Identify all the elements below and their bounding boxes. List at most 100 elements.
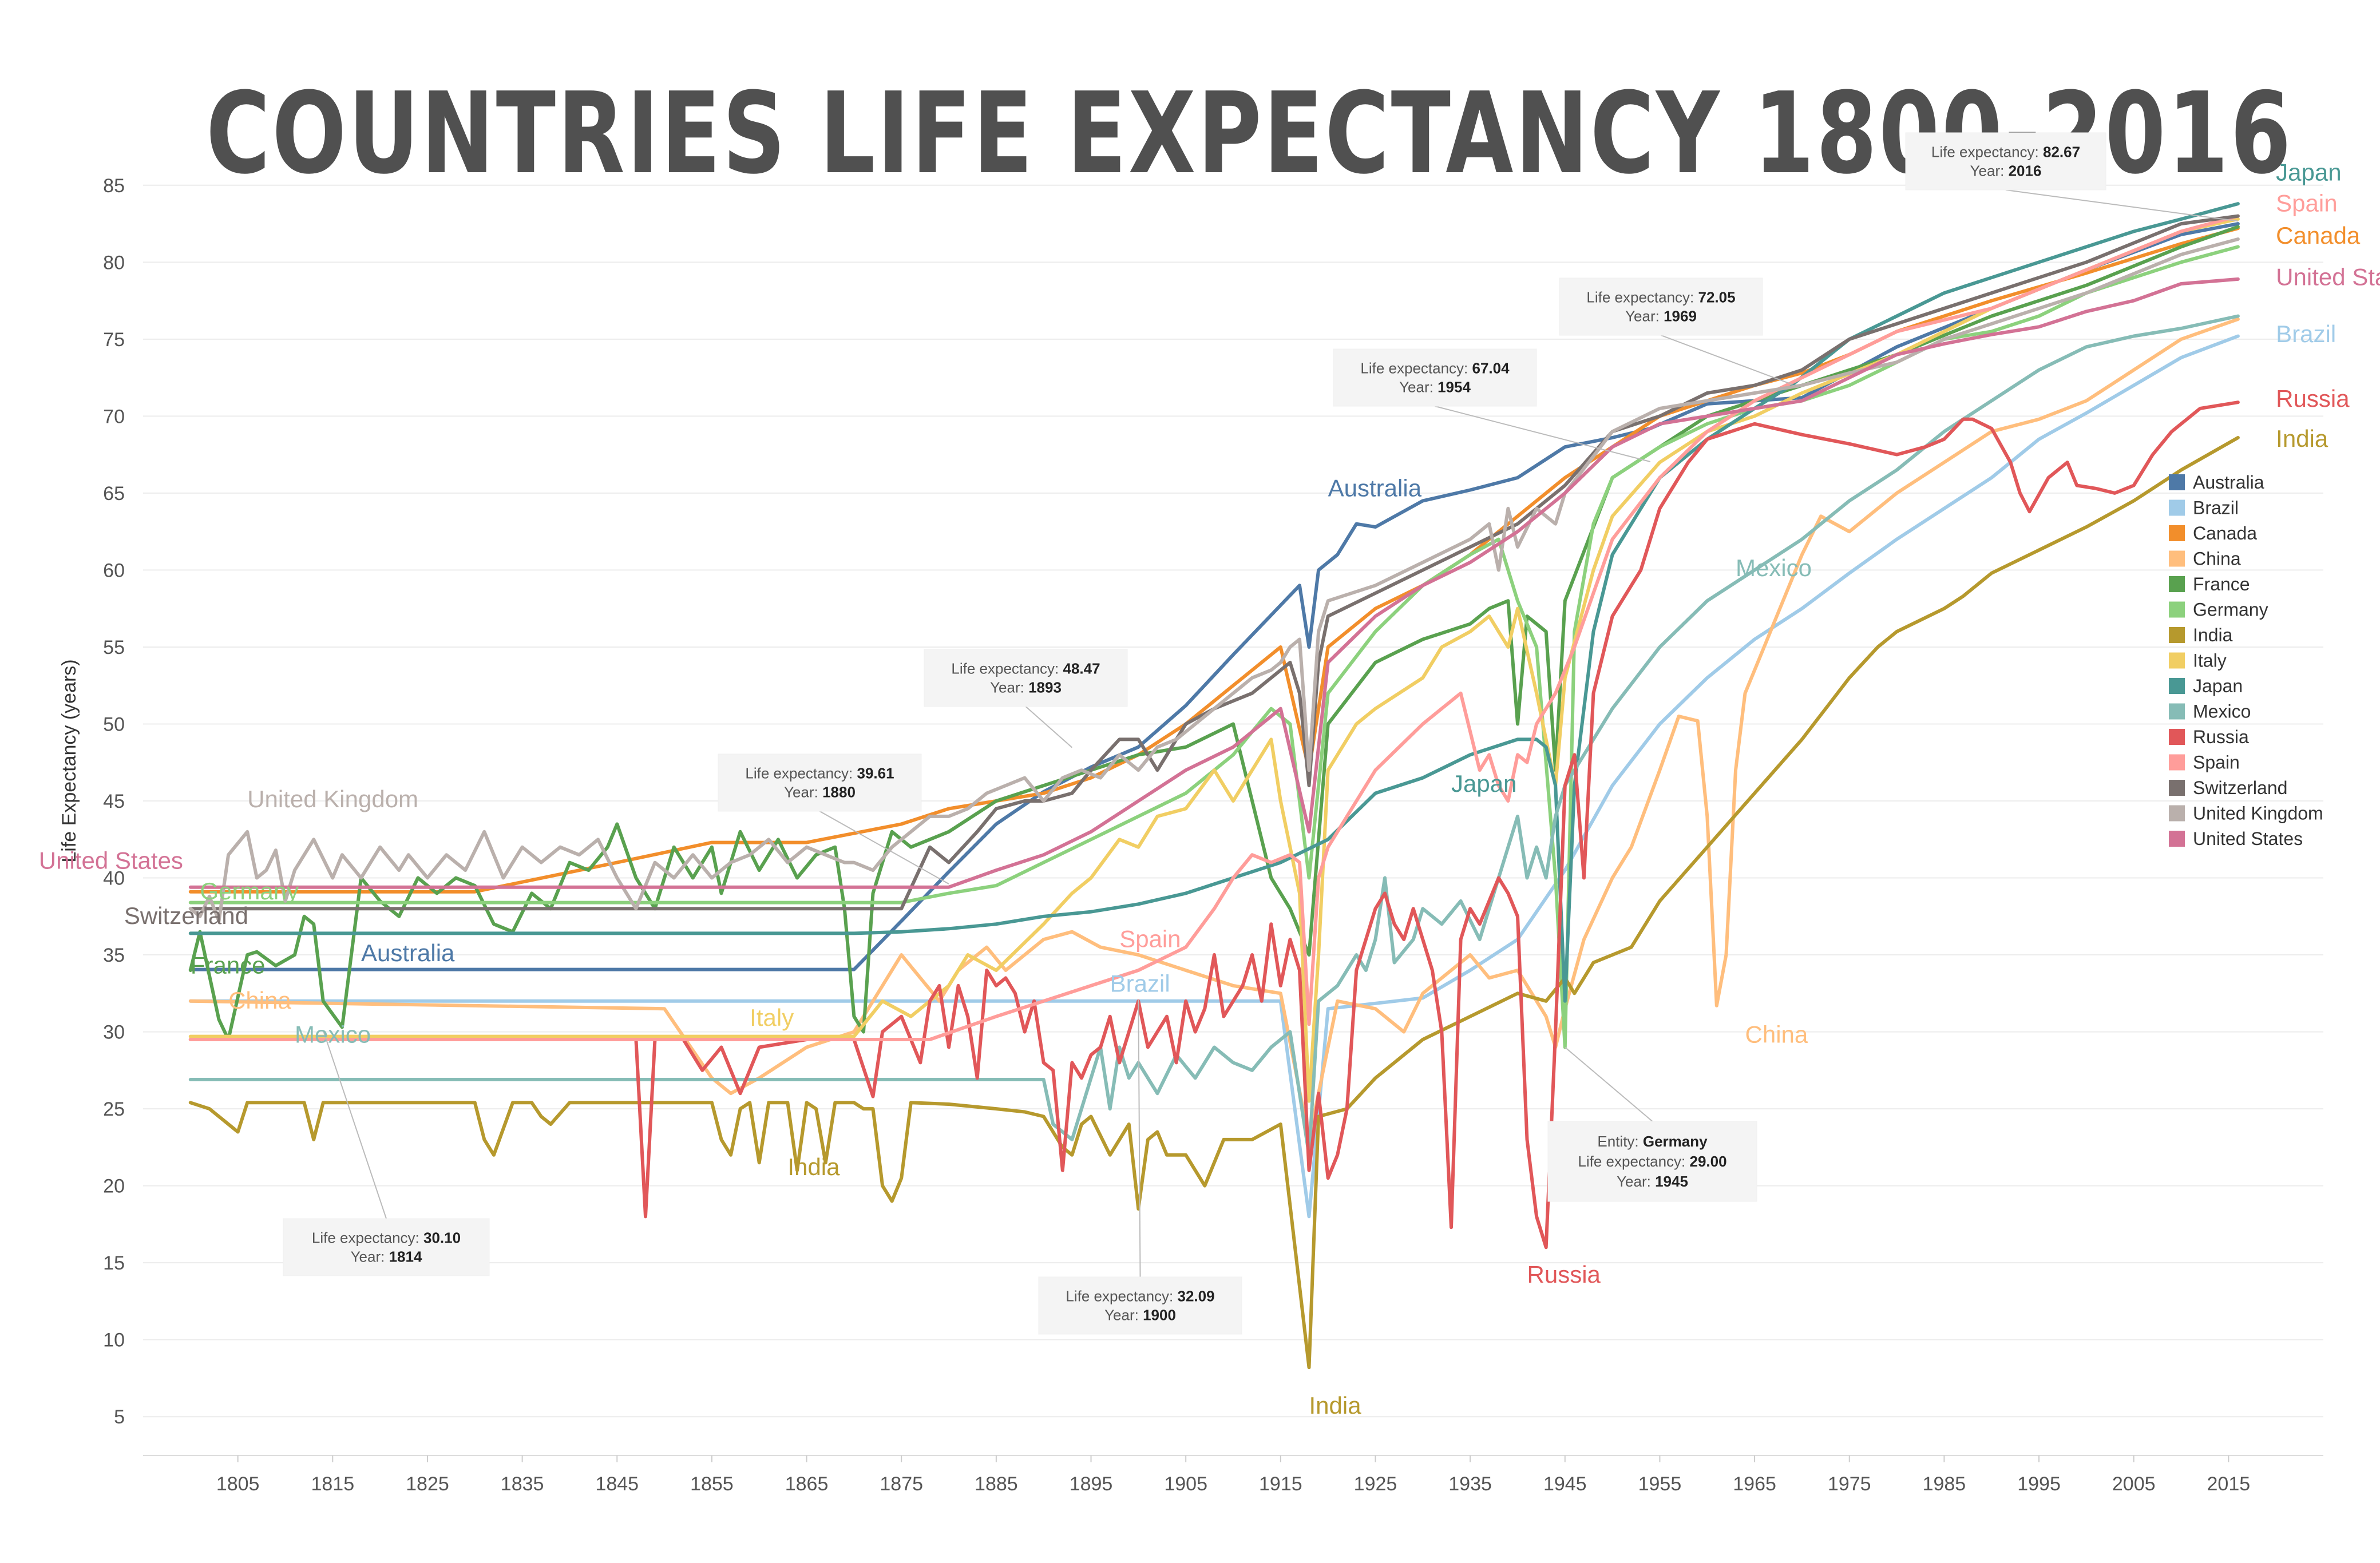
series-line-canada [188, 227, 2240, 894]
series-label-france: France [191, 951, 266, 978]
series-line-spain [188, 214, 2240, 1041]
annotation-box [1038, 1276, 1242, 1335]
annotation-line: Year: 1900 [1104, 1307, 1176, 1324]
annotation-key: Year: [990, 679, 1028, 696]
axes: 5 10 15 20 25 30 35 40 45 50 55 60 65 70 75 80 85 1805 181… [103, 175, 2323, 1495]
series-line-india [188, 436, 2240, 1370]
series-line-united-states [188, 277, 2240, 889]
legend-label-italy: Italy [2193, 650, 2227, 671]
annotation-box [1905, 132, 2106, 191]
x-tick-label: 1835 [501, 1473, 544, 1495]
annotation-key: Life expectancy: [1578, 1153, 1689, 1170]
annotation-line: Life expectancy: 67.04 [1360, 359, 1510, 376]
annotation-key: Year: [784, 784, 822, 801]
annotation-value: 48.47 [1063, 660, 1100, 677]
annotation-key: Year: [1617, 1173, 1655, 1190]
y-tick-label: 10 [103, 1330, 125, 1351]
annotation-box [1547, 1121, 1757, 1202]
series-line-switzerland [188, 214, 2240, 911]
annotation-key: Life expectancy: [1931, 143, 2043, 160]
y-tick-label: 25 [103, 1098, 125, 1120]
legend-swatch-france [2169, 576, 2185, 592]
series-line-russia [188, 400, 2240, 1249]
x-tick-label: 1815 [311, 1473, 354, 1495]
x-tick-label: 1965 [1733, 1473, 1776, 1495]
annotation-value: 1900 [1143, 1307, 1176, 1324]
legend-swatch-united-kingdom [2169, 805, 2185, 822]
series-label-italy: Italy [750, 1004, 794, 1031]
annotation-value: 1954 [1437, 379, 1471, 396]
x-tick-label: 1805 [216, 1473, 260, 1495]
legend-label-china: China [2193, 549, 2241, 569]
legend-label-germany: Germany [2193, 600, 2268, 620]
series-line-japan [188, 202, 2240, 1003]
y-tick-label: 5 [114, 1406, 125, 1428]
x-tick-label: 1895 [1070, 1473, 1113, 1495]
annotation-key: Life expectancy: [951, 660, 1063, 677]
annotation-key: Life expectancy: [745, 764, 857, 782]
y-tick-label: 70 [103, 406, 125, 427]
annotation-value: 29.00 [1690, 1153, 1727, 1170]
x-tick-label: 1885 [975, 1473, 1018, 1495]
annotation-pointer [1138, 999, 1141, 1278]
series-line-france [188, 225, 2240, 1041]
legend-swatch-brazil [2169, 499, 2185, 516]
annotation-pointer [819, 811, 949, 884]
annotation-value: 67.04 [1472, 359, 1510, 376]
series-end-label-china: China [1745, 1021, 1808, 1048]
legend: Australia Brazil Canada China France Germany I… [2169, 472, 2323, 849]
series-end-label-russia: Russia [2276, 385, 2350, 412]
annotation-line: Life expectancy: 30.10 [312, 1229, 461, 1246]
y-tick-label: 55 [103, 637, 125, 658]
legend-swatch-italy [2169, 652, 2185, 669]
series-label-canada: Canada [2276, 222, 2361, 249]
series-end-label-india: India [1309, 1392, 1362, 1419]
legend-swatch-united-states [2169, 831, 2185, 847]
annotation-value: 82.67 [2043, 143, 2080, 160]
legend-swatch-australia [2169, 474, 2185, 490]
series-label-united-states: United States [39, 847, 183, 874]
annotation-line: Life expectancy: 29.00 [1578, 1153, 1726, 1170]
legend-swatch-canada [2169, 525, 2185, 541]
annotation-pointer [1565, 1046, 1653, 1122]
legend-label-russia: Russia [2193, 727, 2249, 747]
series-label-mexico: Mexico [295, 1021, 371, 1048]
legend-swatch-switzerland [2169, 780, 2185, 796]
y-tick-label: 60 [103, 560, 125, 581]
x-tick-label: 1935 [1448, 1473, 1492, 1495]
series-line-united-kingdom [188, 237, 2240, 923]
annotation-line: Year: 1954 [1399, 379, 1471, 396]
x-tick-label: 1855 [690, 1473, 734, 1495]
series-lines [188, 202, 2240, 1370]
legend-label-mexico: Mexico [2193, 701, 2251, 722]
annotation-value: 1945 [1655, 1173, 1688, 1190]
annotation-key: Year: [1970, 162, 2009, 180]
annotation-line: Year: 1880 [784, 784, 856, 801]
series-label-india: India [787, 1153, 840, 1180]
legend-label-brazil: Brazil [2193, 498, 2239, 518]
annotation-line: Year: 1945 [1617, 1173, 1688, 1190]
legend-swatch-japan [2169, 678, 2185, 694]
annotation-pointer [322, 1030, 387, 1219]
series-line-brazil [188, 334, 2240, 1219]
annotation-box [924, 649, 1128, 707]
annotation-value: 39.61 [857, 764, 894, 782]
x-tick-label: 2005 [2112, 1473, 2156, 1495]
x-tick-label: 1875 [880, 1473, 923, 1495]
y-tick-label: 30 [103, 1022, 125, 1044]
series-line-mexico [188, 314, 2240, 1157]
annotation-key: Life expectancy: [1066, 1287, 1177, 1304]
series-label-china: China [228, 987, 291, 1014]
series-end-label-united-states: United States [2276, 264, 2380, 291]
x-tick-label: 1945 [1543, 1473, 1587, 1495]
y-tick-label: 80 [103, 252, 125, 273]
annotation-pointer [1435, 406, 1651, 462]
annotation-pointer [1025, 706, 1073, 748]
annotation-line: Year: 1893 [990, 679, 1062, 696]
annotation-value: Germany [1643, 1133, 1708, 1150]
x-tick-label: 1995 [2017, 1473, 2061, 1495]
legend-swatch-india [2169, 627, 2185, 643]
legend-label-australia: Australia [2193, 472, 2264, 493]
